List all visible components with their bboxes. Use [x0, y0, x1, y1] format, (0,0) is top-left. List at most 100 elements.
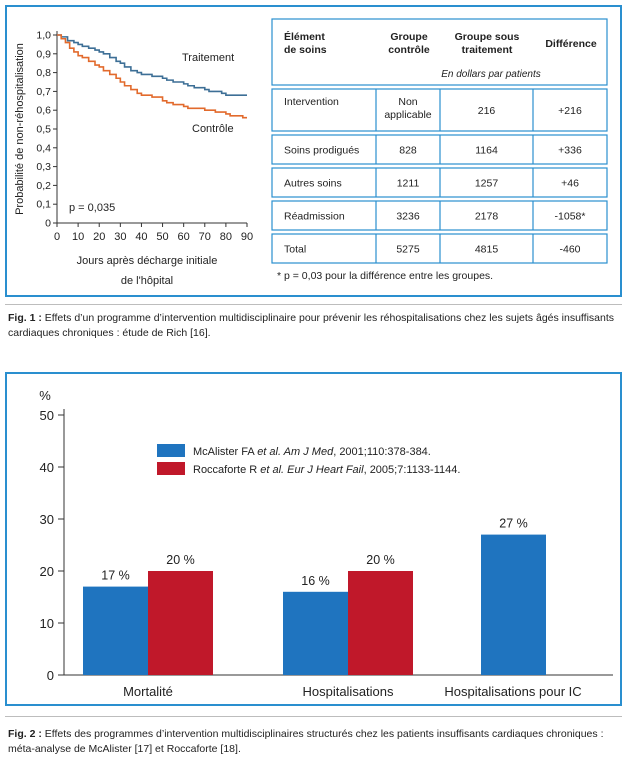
legend-author: Roccaforte R — [193, 464, 260, 476]
bar-value-label: 16 % — [301, 574, 330, 588]
y-tick-label: 0,4 — [36, 142, 51, 154]
x-tick-label: 10 — [72, 231, 84, 243]
y-tick-label: 50 — [40, 408, 54, 423]
table-header-box — [271, 18, 608, 86]
table-header-cell: Différence — [545, 38, 597, 50]
table-cell: 216 — [478, 105, 496, 117]
bar-chart: 0 10 20 30 40 50% 17 % 16 % 27 % 20 % 20 % Mortalit… — [39, 388, 613, 699]
legend-journal: et al. Eur J Heart Fail — [260, 464, 364, 476]
y-tick-label: 0,7 — [36, 86, 51, 98]
y-tick-label: 0,3 — [36, 161, 51, 173]
table-cell: Réadmission — [284, 211, 345, 223]
caption-rule-1 — [5, 304, 622, 305]
y-tick-label: 0,8 — [36, 67, 51, 79]
table-cell: 828 — [399, 145, 417, 157]
y-tick-label: 30 — [40, 512, 54, 527]
y-tick-label: 0,1 — [36, 199, 51, 211]
legend-entry: McAlister FA et al. Am J Med, 2001;110:3… — [193, 446, 431, 458]
table-header-cell: Élément — [284, 30, 325, 43]
table-cell: -1058* — [555, 211, 586, 223]
series-line-controle — [57, 34, 247, 119]
x-axis-label-line2: de l'hôpital — [121, 275, 173, 287]
x-tick-label: 90 — [241, 231, 253, 243]
y-tick-label: 0,9 — [36, 48, 51, 60]
category-label: Mortalité — [123, 684, 173, 699]
table-footnote: * p = 0,03 pour la différence entre les … — [277, 270, 493, 282]
table-header-cell: de soins — [284, 44, 327, 56]
bar-value-label: 20 % — [366, 553, 395, 567]
table-cell: Non — [398, 96, 417, 108]
bar-roccaforte — [348, 571, 413, 675]
x-tick-label: 50 — [156, 231, 168, 243]
table-cell: 2178 — [475, 211, 499, 223]
bar-roccaforte — [148, 571, 213, 675]
bar-mcalister — [481, 534, 546, 675]
figure-2-graphic: 0 10 20 30 40 50% 17 % 16 % 27 % 20 % 20 % Mortalit… — [39, 388, 613, 699]
figure-1-caption-text: Effets d’un programme d’intervention mul… — [8, 312, 614, 339]
table-cell: 1257 — [475, 178, 499, 190]
legend-ref: , 2005;7:1133-1144. — [364, 464, 461, 476]
y-tick-label: 20 — [40, 564, 54, 579]
figure-1-graphic: 0 0,1 0,2 0,3 0,4 0,5 0,6 0,7 0,8 0,9 1,0 0 10 20 30 40… — [14, 18, 608, 288]
table-cell: +336 — [558, 145, 582, 157]
table-header-cell: traitement — [462, 44, 513, 56]
table-header-cell: contrôle — [388, 44, 430, 56]
caption-rule-2 — [5, 716, 622, 717]
bar-value-label: 27 % — [499, 517, 528, 531]
category-label: Hospitalisations — [302, 684, 394, 699]
figure-2-caption: Fig. 2 : Effets des programmes d’interve… — [8, 727, 620, 757]
table-cell: Autres soins — [284, 178, 342, 190]
legend-swatch — [157, 444, 185, 457]
legend-entry: Roccaforte R et al. Eur J Heart Fail, 20… — [193, 464, 460, 476]
table-cell: 4815 — [475, 244, 499, 256]
x-tick-label: 60 — [178, 231, 190, 243]
x-tick-label: 80 — [220, 231, 232, 243]
series-line-traitement — [57, 34, 247, 96]
table-cell: 3236 — [396, 211, 420, 223]
legend-swatch — [157, 462, 185, 475]
x-axis-label: Jours après décharge initiale — [77, 255, 218, 267]
y-axis-label: % — [39, 388, 51, 403]
table-cell: -460 — [559, 244, 580, 256]
figure-2-panel: 0 10 20 30 40 50% 17 % 16 % 27 % 20 % 20 % Mortalit… — [5, 372, 622, 706]
table-header-cell: Groupe — [390, 31, 427, 43]
table-cell: 5275 — [396, 244, 420, 256]
y-tick-label: 0,6 — [36, 105, 51, 117]
table-cell: 1211 — [397, 178, 420, 190]
figure-2-caption-label: Fig. 2 : — [8, 728, 42, 740]
figure-1-caption-label: Fig. 1 : — [8, 312, 42, 324]
x-tick-label: 30 — [114, 231, 126, 243]
table-cell: Soins prodigués — [284, 145, 359, 157]
p-value-label: p = 0,035 — [69, 202, 115, 214]
y-tick-label: 40 — [40, 460, 54, 475]
y-axis-label: Probabilité de non-réhospitalisation — [14, 43, 26, 215]
bar-value-label: 20 % — [166, 553, 195, 567]
x-tick-label: 0 — [54, 231, 60, 243]
y-tick-label: 0 — [47, 668, 54, 683]
y-tick-label: 0,5 — [36, 124, 51, 136]
x-tick-label: 20 — [93, 231, 105, 243]
line-chart: 0 0,1 0,2 0,3 0,4 0,5 0,6 0,7 0,8 0,9 1,0 0 10 20 30 40… — [14, 30, 253, 288]
table-cell: +46 — [561, 178, 579, 190]
series-label-traitement: Traitement — [182, 52, 234, 64]
bar-mcalister — [83, 586, 148, 675]
figure-1-caption: Fig. 1 : Effets d’un programme d’interve… — [8, 311, 620, 341]
y-tick-label: 0 — [45, 218, 51, 230]
legend-journal: et al. Am J Med — [257, 446, 334, 458]
x-tick-label: 70 — [199, 231, 211, 243]
table-cell: Intervention — [284, 96, 339, 108]
table-cell: Total — [284, 244, 306, 256]
legend-author: McAlister FA — [193, 446, 257, 458]
legend-ref: , 2001;110:378-384. — [333, 446, 431, 458]
figure-2-caption-text: Effets des programmes d’intervention mul… — [8, 728, 604, 755]
series-label-controle: Contrôle — [192, 123, 234, 135]
y-tick-label: 1,0 — [36, 30, 51, 42]
bar-value-label: 17 % — [101, 569, 130, 583]
category-label: Hospitalisations pour IC — [444, 684, 581, 699]
y-tick-label: 0,2 — [36, 180, 51, 192]
table-cell: +216 — [558, 105, 582, 117]
table-subheader: En dollars par patients — [441, 69, 541, 80]
table-cell: 1164 — [475, 145, 498, 157]
y-tick-label: 10 — [40, 616, 54, 631]
